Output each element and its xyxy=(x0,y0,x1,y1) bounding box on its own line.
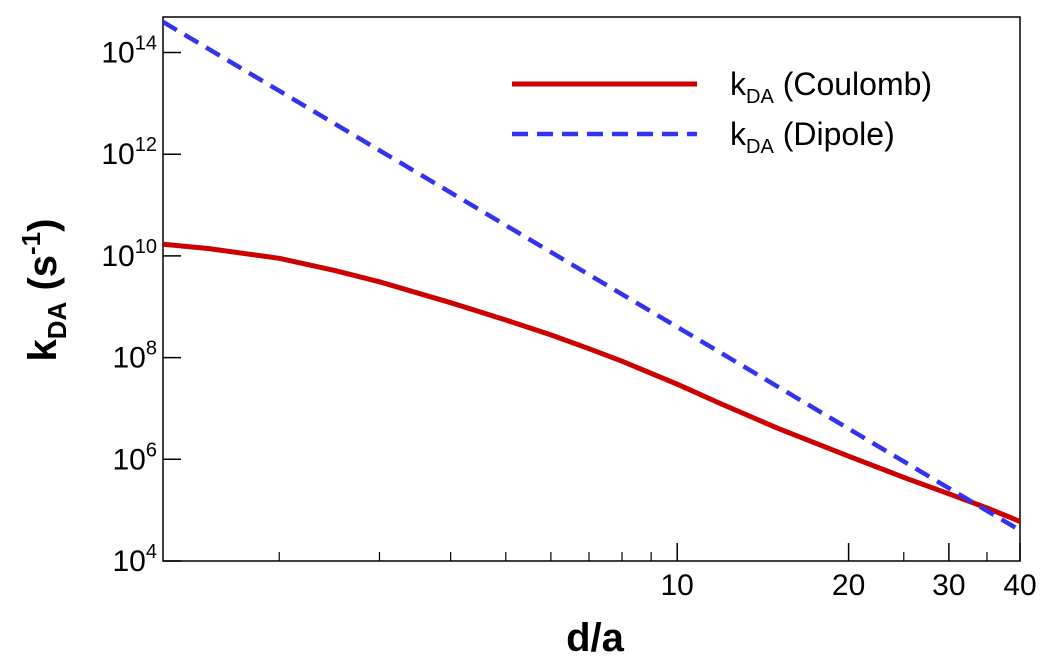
y-axis-title-base: k xyxy=(21,338,65,361)
y-tick-label: 104 xyxy=(113,541,158,578)
y-axis-title-sup: -1 xyxy=(16,232,46,255)
y-axis-title-sub: DA xyxy=(42,301,72,339)
x-axis-title: d/a xyxy=(566,616,625,660)
y-tick-label: 106 xyxy=(113,439,158,476)
y-tick-label: 1012 xyxy=(101,134,157,171)
x-tick-label: 40 xyxy=(1003,569,1036,602)
y-axis-title-close: ) xyxy=(21,219,65,232)
y-tick-label: 1014 xyxy=(101,33,157,70)
series-layer xyxy=(163,19,1020,533)
x-tick-label: 10 xyxy=(661,569,694,602)
y-axis-title: kDA (s-1) xyxy=(16,219,72,362)
axis-ticks: 10 20 30 40 104 106 108 1010 1012 1014 xyxy=(101,33,1036,602)
x-tick-label: 30 xyxy=(932,569,965,602)
y-tick-label: 1010 xyxy=(101,236,157,273)
y-axis-title-open: (s xyxy=(21,255,65,302)
series-line-dipole xyxy=(163,19,1020,533)
legend: kDA (Coulomb) kDA (Dipole) xyxy=(512,66,932,158)
legend-label-coulomb: kDA (Coulomb) xyxy=(730,66,932,108)
x-tick-label: 20 xyxy=(832,569,865,602)
axes-box xyxy=(162,16,1021,562)
legend-label-dipole: kDA (Dipole) xyxy=(730,116,895,158)
series-line-coulomb xyxy=(163,241,1020,524)
plot-frame xyxy=(162,16,1021,562)
y-tick-label: 108 xyxy=(113,338,158,375)
